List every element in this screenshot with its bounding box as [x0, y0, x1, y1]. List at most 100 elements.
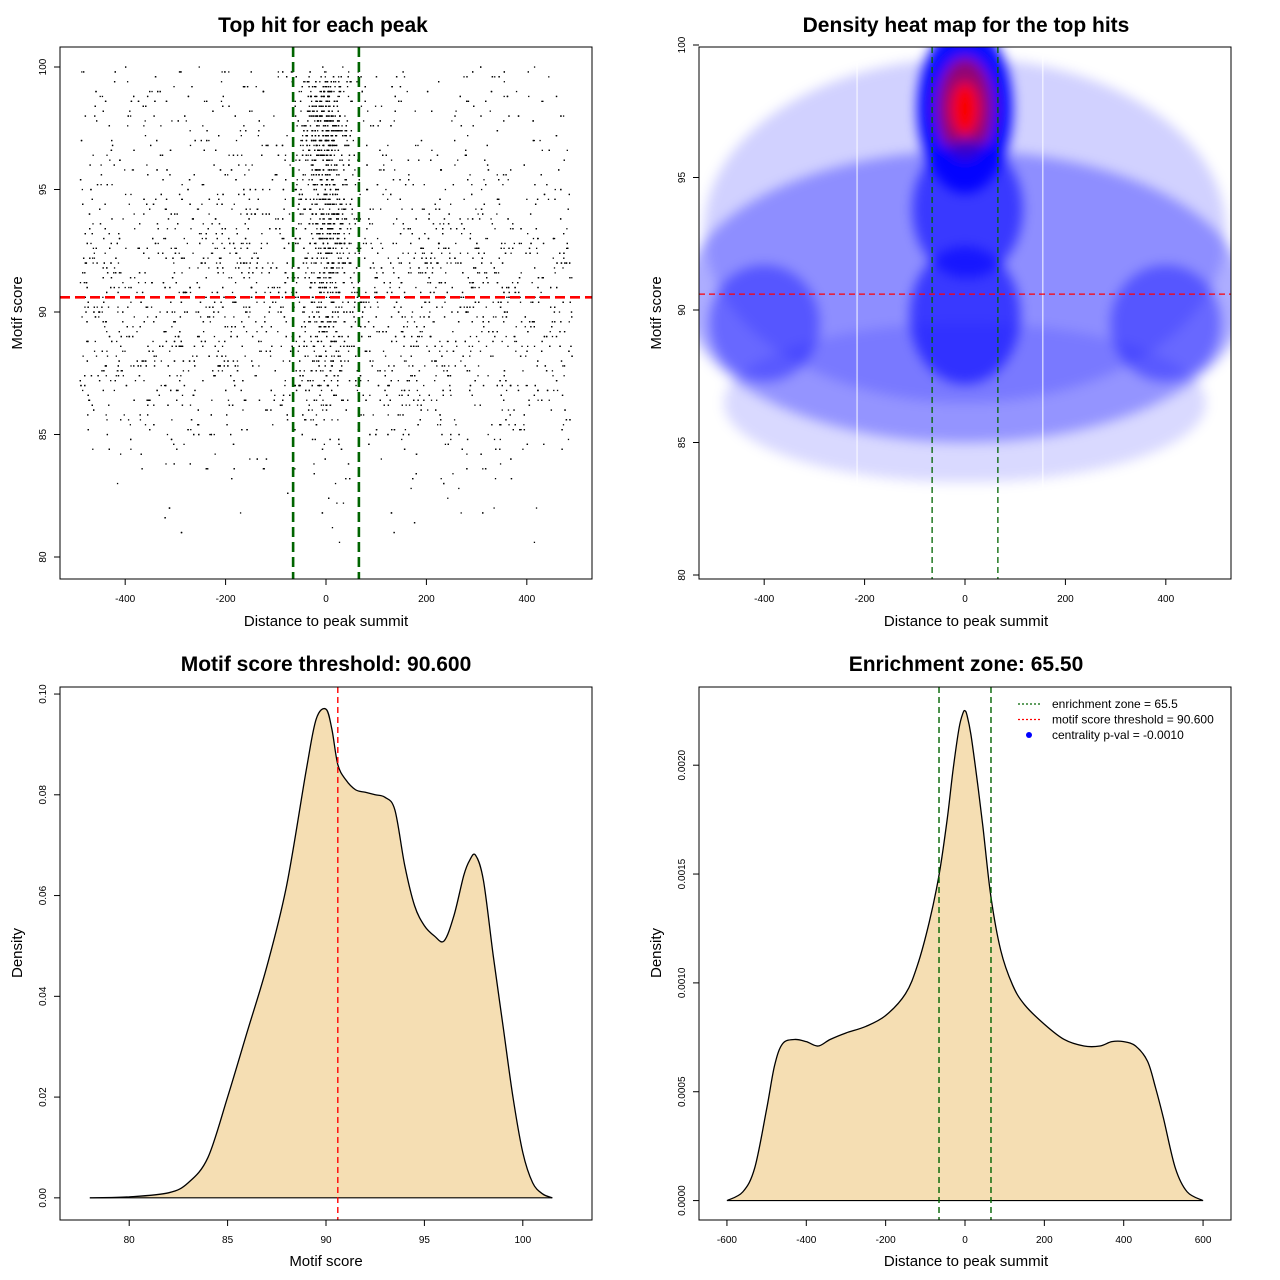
- data-point: [327, 105, 330, 107]
- data-point: [243, 306, 245, 308]
- data-point: [338, 174, 340, 176]
- data-point: [460, 223, 463, 225]
- data-point: [181, 394, 184, 396]
- data-point: [335, 306, 337, 308]
- data-point: [323, 193, 325, 196]
- data-point: [129, 115, 132, 117]
- data-point: [261, 272, 263, 274]
- data-point: [366, 188, 369, 191]
- data-point: [181, 404, 184, 406]
- data-point: [562, 365, 564, 367]
- data-point: [323, 277, 325, 279]
- data-point: [397, 257, 399, 259]
- data-point: [451, 286, 453, 289]
- data-point: [334, 282, 337, 284]
- data-point: [322, 399, 324, 401]
- data-point: [341, 306, 343, 308]
- data-point: [213, 301, 216, 303]
- data-point: [173, 443, 175, 445]
- data-point: [548, 399, 550, 401]
- data-point: [207, 257, 209, 259]
- data-point: [251, 335, 254, 338]
- data-point: [231, 291, 234, 294]
- data-point: [402, 414, 404, 416]
- data-point: [198, 66, 200, 68]
- data-point: [102, 389, 105, 392]
- data-point: [458, 433, 460, 436]
- data-point: [301, 86, 303, 88]
- data-point: [233, 316, 235, 318]
- data-point: [255, 375, 257, 377]
- data-point: [349, 478, 351, 480]
- data-point: [322, 404, 325, 406]
- data-point: [401, 208, 403, 210]
- data-point: [132, 169, 135, 171]
- data-point: [282, 360, 284, 362]
- data-point: [556, 286, 558, 289]
- data-point: [429, 282, 432, 284]
- data-point: [338, 81, 340, 83]
- data-point: [327, 164, 329, 166]
- data-point: [435, 208, 437, 210]
- data-point: [332, 179, 334, 181]
- data-point: [213, 164, 215, 166]
- data-point: [533, 66, 536, 68]
- data-point: [308, 81, 310, 83]
- data-point: [316, 100, 319, 102]
- data-point: [123, 414, 125, 416]
- data-point: [551, 335, 554, 338]
- data-point: [466, 453, 468, 455]
- data-point: [483, 252, 485, 254]
- data-point: [326, 262, 328, 264]
- data-point: [408, 262, 411, 264]
- data-point: [432, 321, 434, 323]
- data-point: [457, 159, 459, 161]
- data-point: [111, 184, 113, 186]
- data-point: [195, 311, 197, 313]
- data-point: [395, 340, 398, 343]
- data-point: [310, 174, 313, 176]
- data-point: [244, 355, 246, 357]
- data-point: [454, 365, 457, 367]
- data-point: [288, 360, 291, 362]
- data-point: [412, 478, 414, 480]
- data-point: [336, 233, 339, 235]
- data-point: [106, 355, 109, 357]
- data-point: [429, 291, 432, 294]
- data-point: [257, 135, 260, 137]
- data-point: [254, 375, 256, 377]
- data-point: [450, 228, 452, 230]
- data-point: [310, 419, 312, 421]
- data-point: [216, 237, 218, 240]
- data-point: [267, 144, 269, 147]
- data-point: [258, 365, 260, 367]
- data-point: [328, 296, 331, 298]
- data-point: [93, 257, 96, 259]
- data-point: [208, 213, 210, 215]
- data-point: [320, 90, 322, 93]
- data-point: [344, 360, 346, 362]
- data-point: [333, 105, 335, 107]
- data-point: [490, 218, 492, 220]
- data-point: [136, 331, 138, 333]
- data-point: [217, 311, 220, 313]
- data-point: [463, 76, 465, 78]
- data-point: [164, 331, 166, 333]
- data-point: [384, 370, 386, 372]
- data-point: [304, 306, 306, 308]
- data-point: [416, 389, 419, 392]
- data-point: [91, 257, 94, 259]
- data-point: [434, 203, 436, 205]
- data-point: [281, 296, 284, 298]
- data-point: [414, 110, 416, 112]
- data-point: [328, 218, 330, 220]
- data-point: [427, 282, 429, 284]
- data-point: [318, 237, 321, 240]
- data-point: [408, 404, 411, 406]
- data-point: [350, 81, 352, 83]
- data-point: [319, 169, 321, 171]
- data-point: [312, 345, 315, 347]
- data-point: [325, 164, 327, 166]
- data-point: [182, 370, 185, 372]
- data-point: [533, 394, 536, 396]
